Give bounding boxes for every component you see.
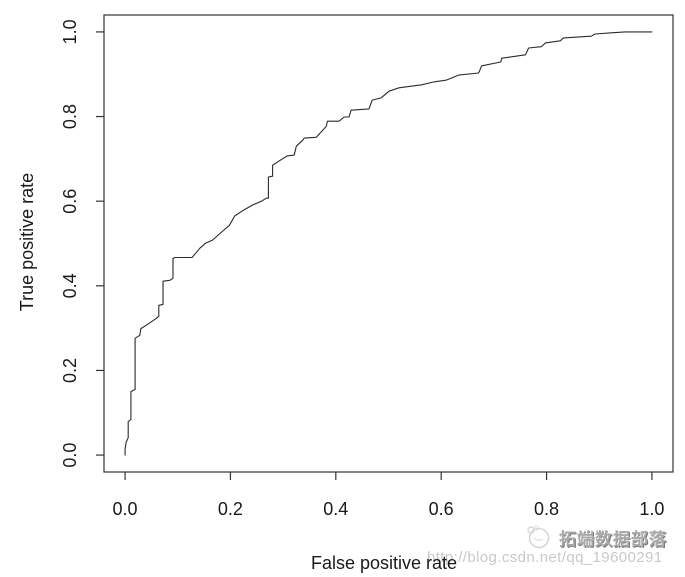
watermark-brand-text: 拓端数据部落 <box>559 529 667 549</box>
x-tick-label: 0.4 <box>323 499 348 519</box>
plot-frame <box>103 14 674 473</box>
watermark-url-text: http://blog.csdn.net/qq_19600291 <box>427 549 663 566</box>
x-tick-label: 0.0 <box>113 499 138 519</box>
watermark-brand: 拓端数据部落 <box>523 523 667 551</box>
x-tick-label: 1.0 <box>639 499 664 519</box>
roc-curve <box>124 31 653 456</box>
tuoduan-panda-logo-icon <box>527 525 550 549</box>
y-tick-label: 0.6 <box>60 189 80 214</box>
y-axis-title: True positive rate <box>17 173 37 311</box>
y-tick-label: 0.2 <box>60 358 80 383</box>
y-tick-label: 0.8 <box>60 104 80 129</box>
y-tick-label: 0.0 <box>60 443 80 468</box>
y-tick-label: 0.4 <box>60 273 80 298</box>
x-tick-label: 0.8 <box>534 499 559 519</box>
x-tick-label: 0.6 <box>429 499 454 519</box>
x-axis-title: False positive rate <box>311 553 457 573</box>
y-tick-label: 1.0 <box>60 19 80 44</box>
x-tick-label: 0.2 <box>218 499 243 519</box>
